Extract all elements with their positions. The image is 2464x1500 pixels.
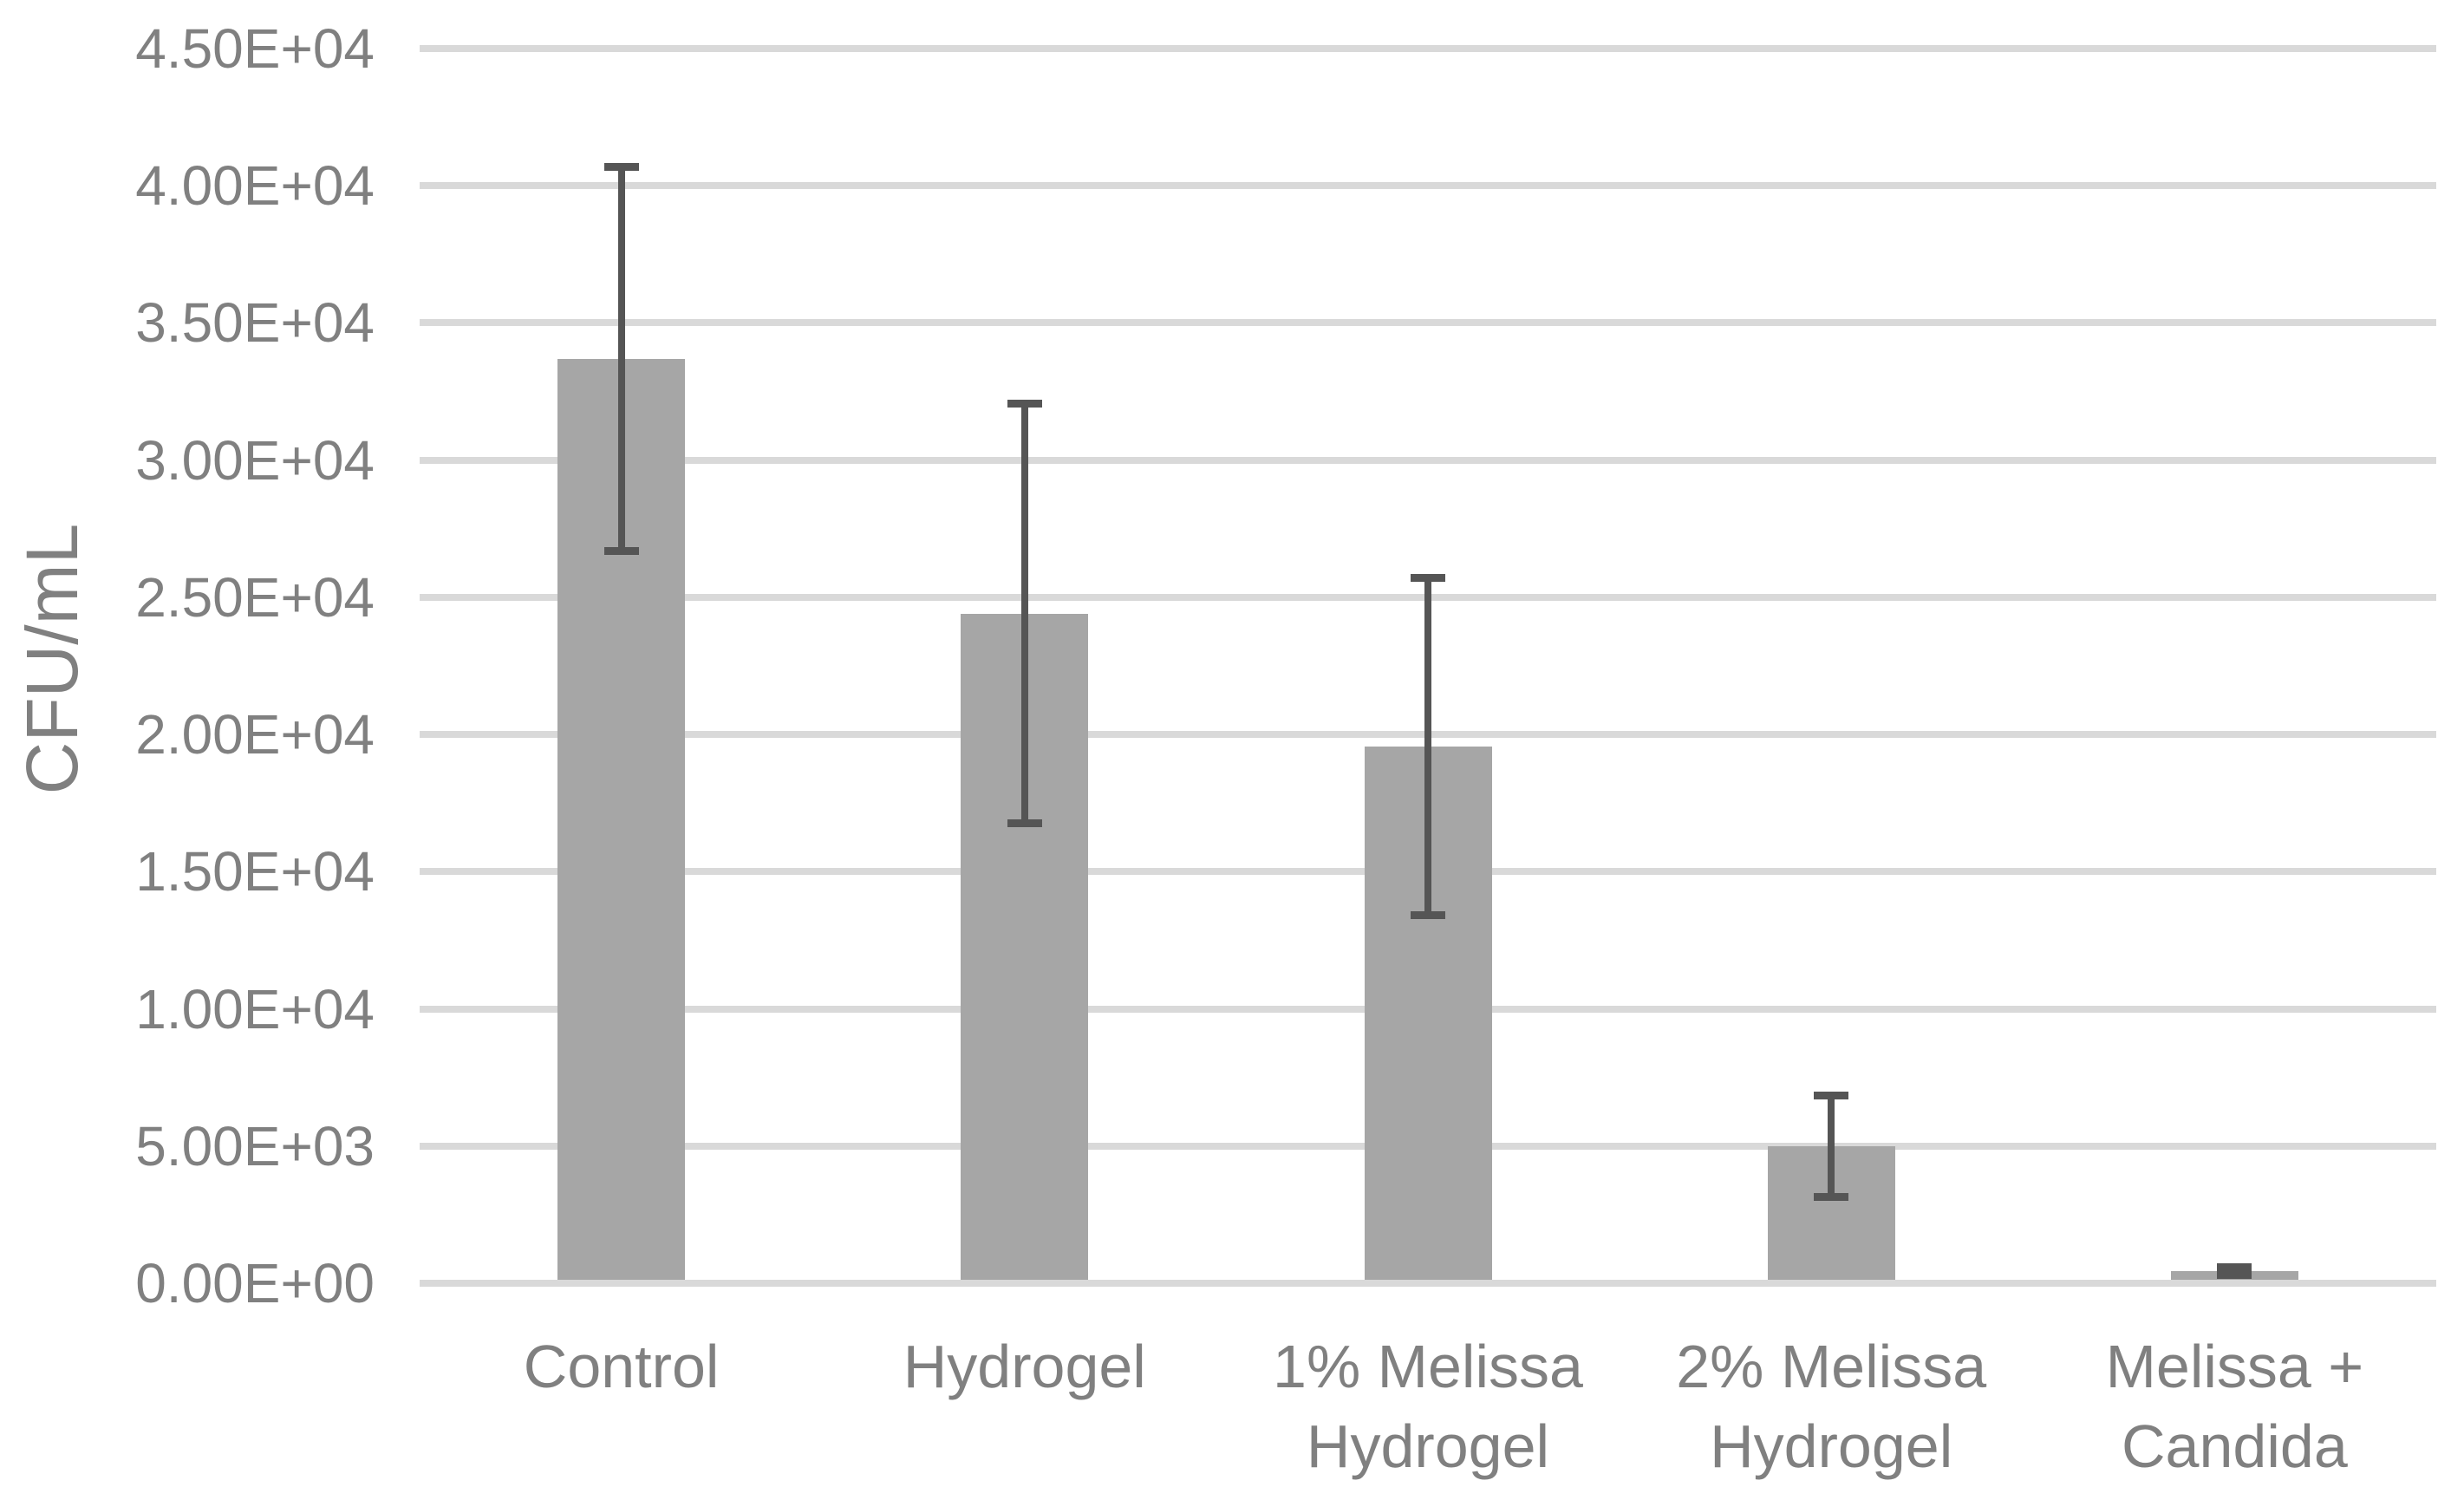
error-bar-top-cap: [603, 162, 639, 171]
y-axis-title: CFU/mL: [11, 523, 93, 795]
y-tick-label: 3.00E+04: [135, 428, 375, 492]
error-bar-bottom-cap: [1411, 911, 1445, 920]
category-label: 1% Melissa Hydrogel: [1273, 1333, 1583, 1480]
error-bar-bottom-cap: [1007, 819, 1042, 828]
error-bar-bottom-cap: [1814, 1192, 1849, 1201]
y-tick-label: 2.00E+04: [135, 703, 375, 766]
error-bar-stem: [617, 166, 625, 551]
gridline: [420, 45, 2436, 52]
category-label: Hydrogel: [903, 1333, 1146, 1400]
error-bar-top-cap: [1814, 1091, 1849, 1099]
y-tick-label: 4.50E+04: [135, 17, 375, 80]
y-tick-label: 1.00E+04: [135, 977, 375, 1040]
category-label: Control: [523, 1333, 720, 1400]
y-tick-label: 0.00E+00: [135, 1252, 375, 1314]
gridline: [420, 319, 2436, 327]
gridline: [420, 456, 2436, 464]
y-tick-label: 2.50E+04: [135, 565, 375, 629]
y-tick-label: 5.00E+03: [135, 1114, 375, 1177]
error-bar-stem: [1424, 577, 1431, 916]
category-label: Melissa + Candida: [2105, 1333, 2364, 1480]
error-bar-bottom-cap: [603, 546, 639, 555]
error-bar-stem: [2231, 1267, 2239, 1275]
gridline: [420, 182, 2436, 190]
gridline: [420, 1280, 2436, 1287]
category-label: 2% Melissa Hydrogel: [1676, 1333, 1987, 1480]
error-bar-stem: [1020, 403, 1028, 824]
y-tick-label: 1.50E+04: [135, 840, 375, 903]
y-tick-label: 3.50E+04: [135, 291, 375, 355]
error-bar-stem: [1828, 1095, 1835, 1197]
error-bar-top-cap: [1007, 400, 1042, 408]
error-bar-bottom-cap: [2217, 1271, 2252, 1280]
error-bar-top-cap: [1411, 574, 1445, 583]
y-tick-label: 4.00E+04: [135, 154, 375, 218]
error-bar-top-cap: [2217, 1262, 2252, 1271]
